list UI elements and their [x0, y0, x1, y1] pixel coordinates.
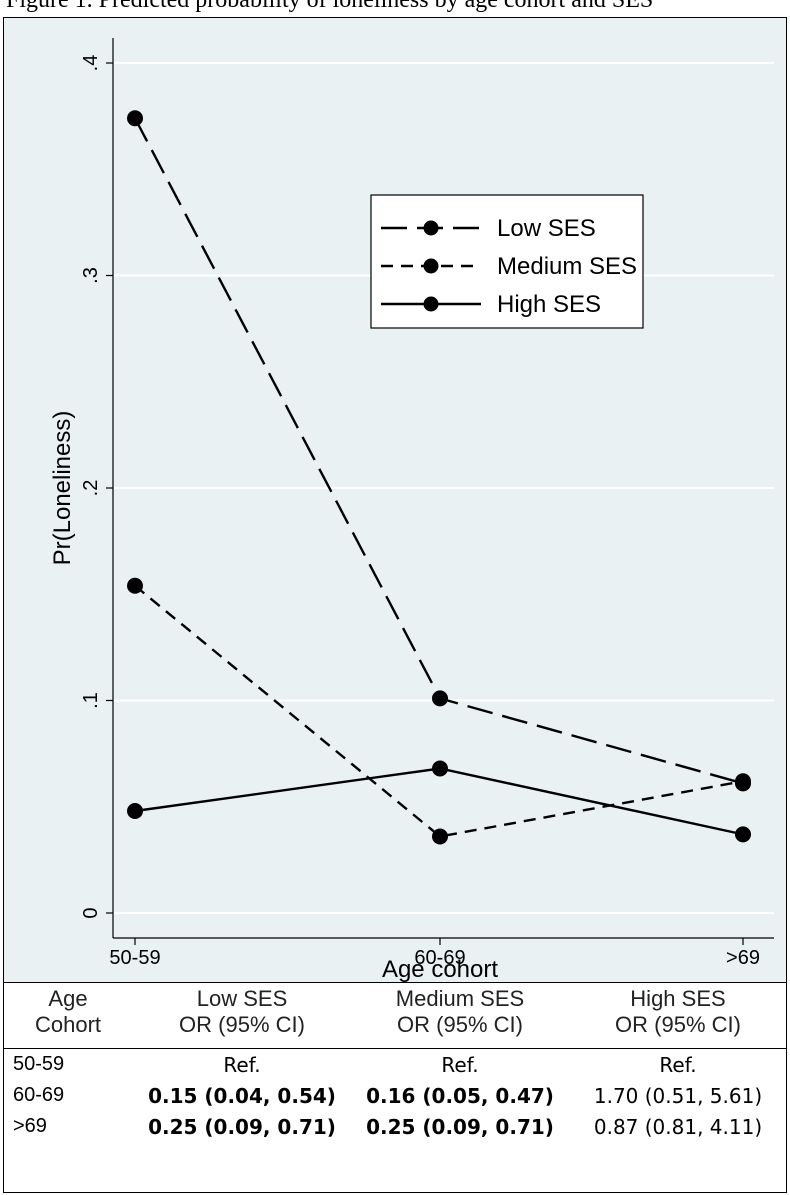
header-line: OR (95% CI): [397, 1012, 523, 1037]
cell-age: 50-59: [13, 1053, 65, 1075]
cell-high: 1.70 (0.51, 5.61): [593, 1083, 763, 1108]
header-line: OR (95% CI): [179, 1012, 305, 1037]
legend: Low SES Medium SES High SES: [370, 194, 644, 329]
odds-ratio-table: Age Cohort Low SES OR (95% CI) Medium SE…: [3, 982, 787, 1142]
y-tick-label: 0: [80, 907, 102, 918]
table-top-rule: [3, 982, 787, 983]
legend-marker: [423, 258, 439, 274]
cell-medium: 0.16 (0.05, 0.47): [366, 1083, 554, 1108]
data-point: [735, 826, 751, 843]
table-row: 50-59 Ref. Ref. Ref.: [3, 1049, 787, 1081]
header-high-ses: High SES OR (95% CI): [569, 982, 787, 1038]
figure-frame: [3, 17, 787, 1193]
cell-low: Ref.: [223, 1052, 261, 1077]
data-point: [432, 828, 448, 845]
x-axis-title: Age cohort: [382, 956, 498, 983]
cell-high: Ref.: [659, 1052, 697, 1077]
legend-label: Low SES: [497, 215, 596, 242]
cell-high: 0.87 (0.81, 4.11): [593, 1114, 763, 1139]
plot-background: [3, 17, 787, 982]
legend-marker: [423, 296, 439, 312]
y-tick-label: .2: [80, 480, 102, 497]
header-line: Medium SES: [395, 986, 525, 1011]
y-tick-label: .1: [80, 692, 102, 709]
cell-low: 0.15 (0.04, 0.54): [148, 1083, 336, 1108]
header-age-cohort: Age Cohort: [3, 982, 133, 1038]
y-tick-label: .4: [80, 55, 102, 72]
data-point: [127, 110, 143, 127]
data-point: [432, 760, 448, 777]
series-lines: [127, 110, 751, 845]
table-header-row: Age Cohort Low SES OR (95% CI) Medium SE…: [3, 982, 787, 1038]
legend-label: High SES: [497, 291, 601, 318]
series-line-medium-ses: [134, 584, 744, 838]
header-low-ses: Low SES OR (95% CI): [133, 982, 351, 1038]
legend-marker: [423, 220, 439, 236]
header-line: High SES: [630, 986, 726, 1011]
x-tick-label: 50-59: [109, 947, 160, 969]
legend-box: [370, 194, 644, 329]
axes: 0 .1 .2 .3 .4 50-59 60-69 >69 Age cohort Pr(Lonel…: [49, 38, 774, 983]
header-line: Age: [48, 986, 88, 1011]
data-point: [127, 577, 143, 594]
y-axis-title: Pr(Loneliness): [49, 411, 76, 566]
line-chart: 0 .1 .2 .3 .4 50-59 60-69 >69 Age cohort Pr(Lonel…: [49, 38, 774, 983]
cell-low: 0.25 (0.09, 0.71): [148, 1114, 336, 1139]
header-medium-ses: Medium SES OR (95% CI): [351, 982, 569, 1038]
x-tick-label: 60-69: [414, 947, 465, 969]
cell-medium: Ref.: [441, 1052, 479, 1077]
cell-medium: 0.25 (0.09, 0.71): [366, 1114, 554, 1139]
data-point: [127, 803, 143, 819]
header-line: Low SES: [196, 986, 288, 1011]
x-tick-label: >69: [726, 947, 760, 969]
legend-label: Medium SES: [497, 253, 637, 280]
data-point: [432, 690, 448, 707]
data-point: [735, 773, 751, 790]
table-row: >69 0.25 (0.09, 0.71) 0.25 (0.09, 0.71) …: [3, 1111, 787, 1142]
figure-caption: Figure 1. Predicted probability of lonel…: [6, 0, 786, 12]
header-line: OR (95% CI): [615, 1012, 741, 1037]
y-tick-label: .3: [80, 267, 102, 284]
header-line: Cohort: [34, 1012, 102, 1037]
table-row: 60-69 0.15 (0.04, 0.54) 0.16 (0.05, 0.47…: [3, 1080, 787, 1111]
cell-age: 60-69: [13, 1084, 65, 1106]
cell-age: >69: [13, 1115, 47, 1137]
